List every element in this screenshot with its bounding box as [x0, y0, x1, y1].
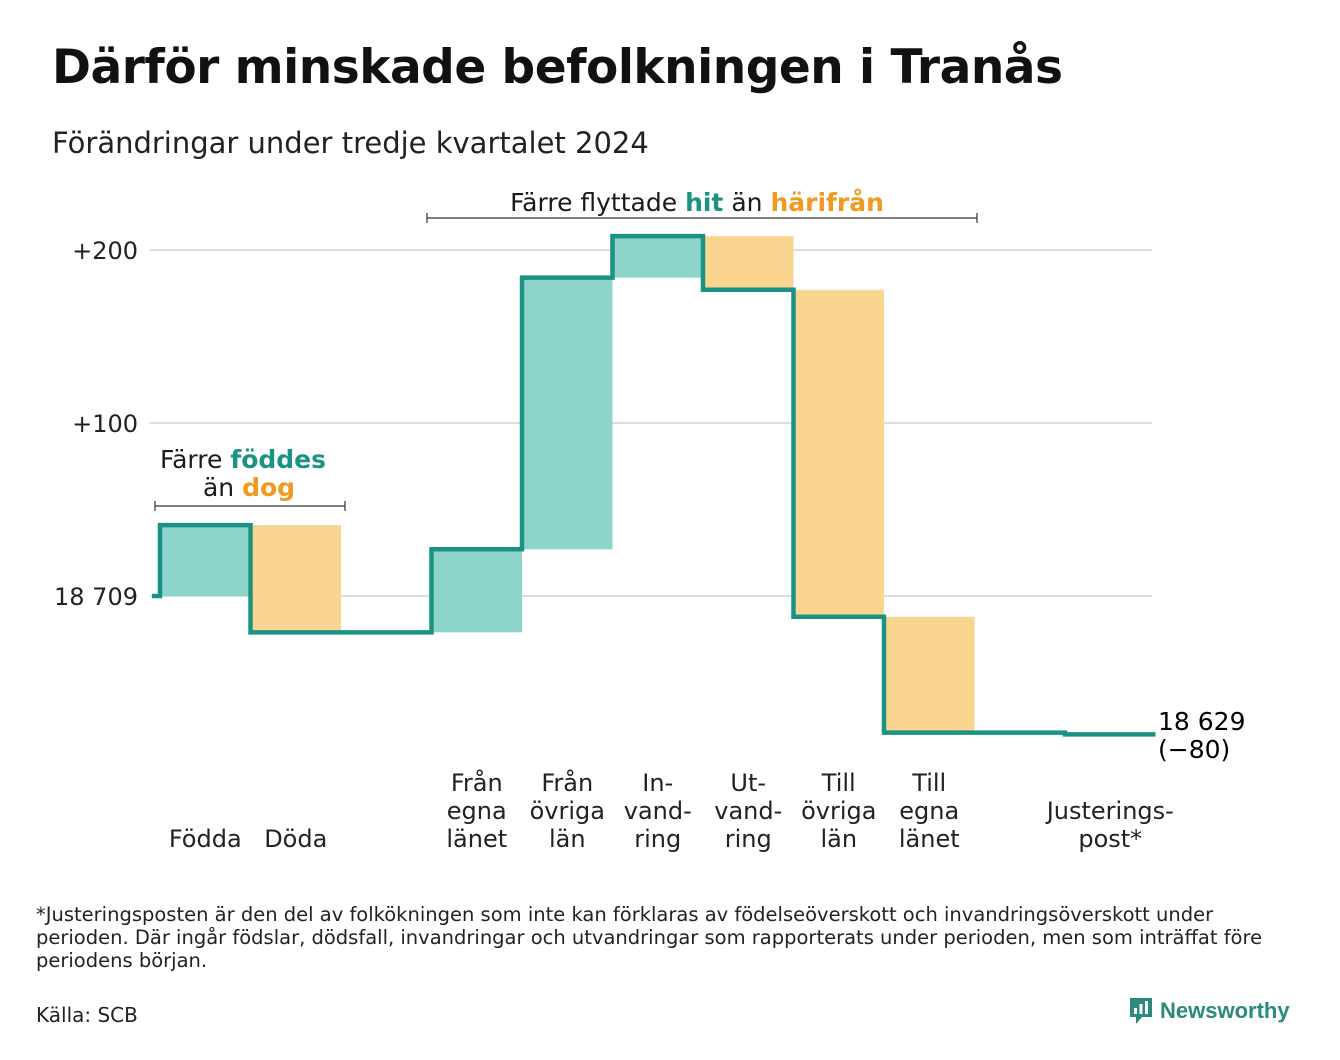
- annotation-text: Färre flyttade: [510, 188, 685, 217]
- x-category-label: vand-: [624, 797, 692, 825]
- annotations: Färre föddes än dog Färre flyttade hit ä…: [154, 188, 978, 511]
- annotation-text: än: [203, 473, 242, 502]
- level-line: [152, 233, 1156, 737]
- bar-decrease: [250, 525, 341, 633]
- end-value: 18 629: [1158, 707, 1245, 736]
- newsworthy-logo-icon: [1130, 998, 1152, 1024]
- footnote: *Justeringsposten är den del av folkökni…: [36, 903, 1263, 972]
- x-category-label: ring: [725, 825, 772, 853]
- newsworthy-logo: Newsworthy: [1128, 996, 1290, 1026]
- annotation-text-teal: föddes: [230, 445, 326, 474]
- x-category-label: post*: [1078, 825, 1142, 853]
- y-tick-label: +200: [72, 237, 138, 265]
- end-value-label: 18 629 (−80): [1158, 707, 1245, 764]
- x-category-label: Till: [911, 769, 946, 797]
- annotation-migration: Färre flyttade hit än härifrån: [510, 188, 884, 217]
- bar-increase: [612, 236, 703, 278]
- annotation-births-line1: Färre föddes: [160, 445, 326, 474]
- annotation-text-orange: härifrån: [770, 188, 883, 217]
- x-category-label: Justerings-: [1045, 797, 1174, 825]
- x-category-label: Ut-: [730, 769, 766, 797]
- waterfall-chart: +200 +100 18 709 Färre föddes än dog Färre…: [54, 188, 1245, 853]
- annotation-text-orange: dog: [242, 473, 295, 502]
- annotation-text: än: [723, 188, 770, 217]
- x-category-label: län: [820, 825, 857, 853]
- annotation-text-teal: hit: [685, 188, 723, 217]
- end-change: (−80): [1158, 735, 1230, 764]
- x-category-label: Från: [541, 768, 593, 797]
- bar-decrease: [703, 236, 794, 290]
- x-category-label: vand-: [714, 797, 782, 825]
- x-axis-labels: Födda DödaFrånegnalänetFrånövrigalänIn-va…: [169, 768, 1174, 853]
- y-tick-label: 18 709: [54, 583, 138, 611]
- chart-subtitle: Förändringar under tredje kvartalet 2024: [52, 126, 649, 160]
- x-category-label: Födda: [169, 825, 242, 853]
- x-category-label: Från: [451, 768, 503, 797]
- newsworthy-logo-text: Newsworthy: [1160, 998, 1290, 1023]
- y-axis-ticks: +200 +100 18 709: [54, 237, 138, 611]
- annotation-text: Färre: [160, 445, 230, 474]
- x-category-label: egna: [447, 797, 507, 825]
- x-category-label: övriga: [801, 797, 876, 825]
- x-category-label: länet: [899, 825, 960, 853]
- bar-decrease: [793, 289, 884, 617]
- x-category-label: övriga: [530, 797, 605, 825]
- x-category-label: Till: [821, 769, 856, 797]
- bar-increase: [431, 549, 522, 633]
- bar-decrease: [884, 616, 975, 733]
- chart-title: Därför minskade befolkningen i Tranås: [52, 40, 1063, 95]
- bar-increase: [522, 277, 613, 550]
- x-category-label: län: [549, 825, 586, 853]
- x-category-label: ring: [634, 825, 681, 853]
- x-category-label: länet: [446, 825, 507, 853]
- x-category-label: Döda: [264, 825, 327, 853]
- source-note: Källa: SCB: [36, 1003, 138, 1027]
- bars: [160, 236, 1156, 735]
- y-tick-label: +100: [72, 410, 138, 438]
- x-category-label: egna: [899, 797, 959, 825]
- annotation-births-line2: än dog: [203, 473, 295, 502]
- bar-increase: [160, 525, 251, 596]
- x-category-label: In-: [642, 769, 673, 797]
